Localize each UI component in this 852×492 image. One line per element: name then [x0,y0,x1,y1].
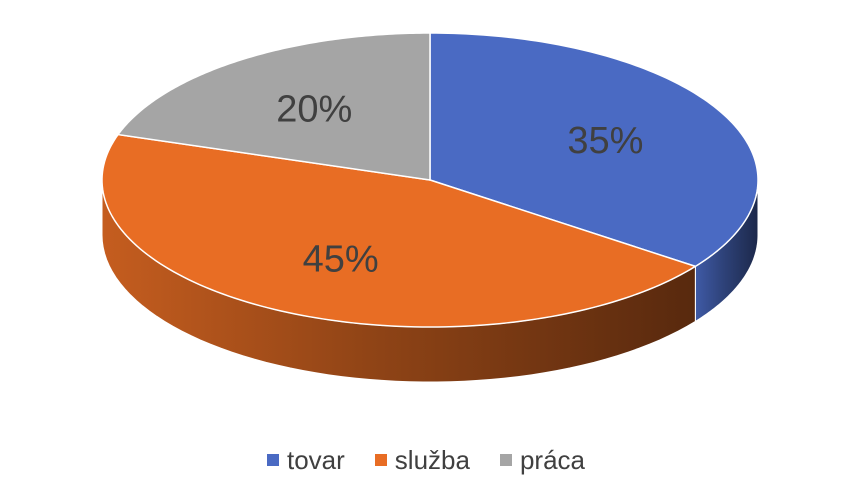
data-label-sluzba: 45% [303,239,379,281]
legend-label-praca: práca [519,445,585,475]
legend-label-sluzba: služba [394,445,470,475]
legend-label-tovar: tovar [286,445,345,475]
legend: tovar služba práca [0,440,852,480]
pie-slice-sluzba [101,133,697,328]
pie-slice-praca [117,32,431,181]
data-label-praca: 20% [276,89,352,131]
legend-item-tovar: tovar [266,445,345,475]
pie-data-labels: 35% 45% 20% [276,89,643,281]
data-label-tovar: 35% [567,120,643,162]
pie-slice-tovar [429,32,759,268]
legend-swatch-tovar [266,454,279,466]
legend-item-sluzba: služba [374,445,470,475]
legend-swatch-praca [499,454,512,466]
legend-swatch-sluzba [374,454,387,466]
legend-item-praca: práca [499,445,585,475]
pie-tops [101,32,759,328]
